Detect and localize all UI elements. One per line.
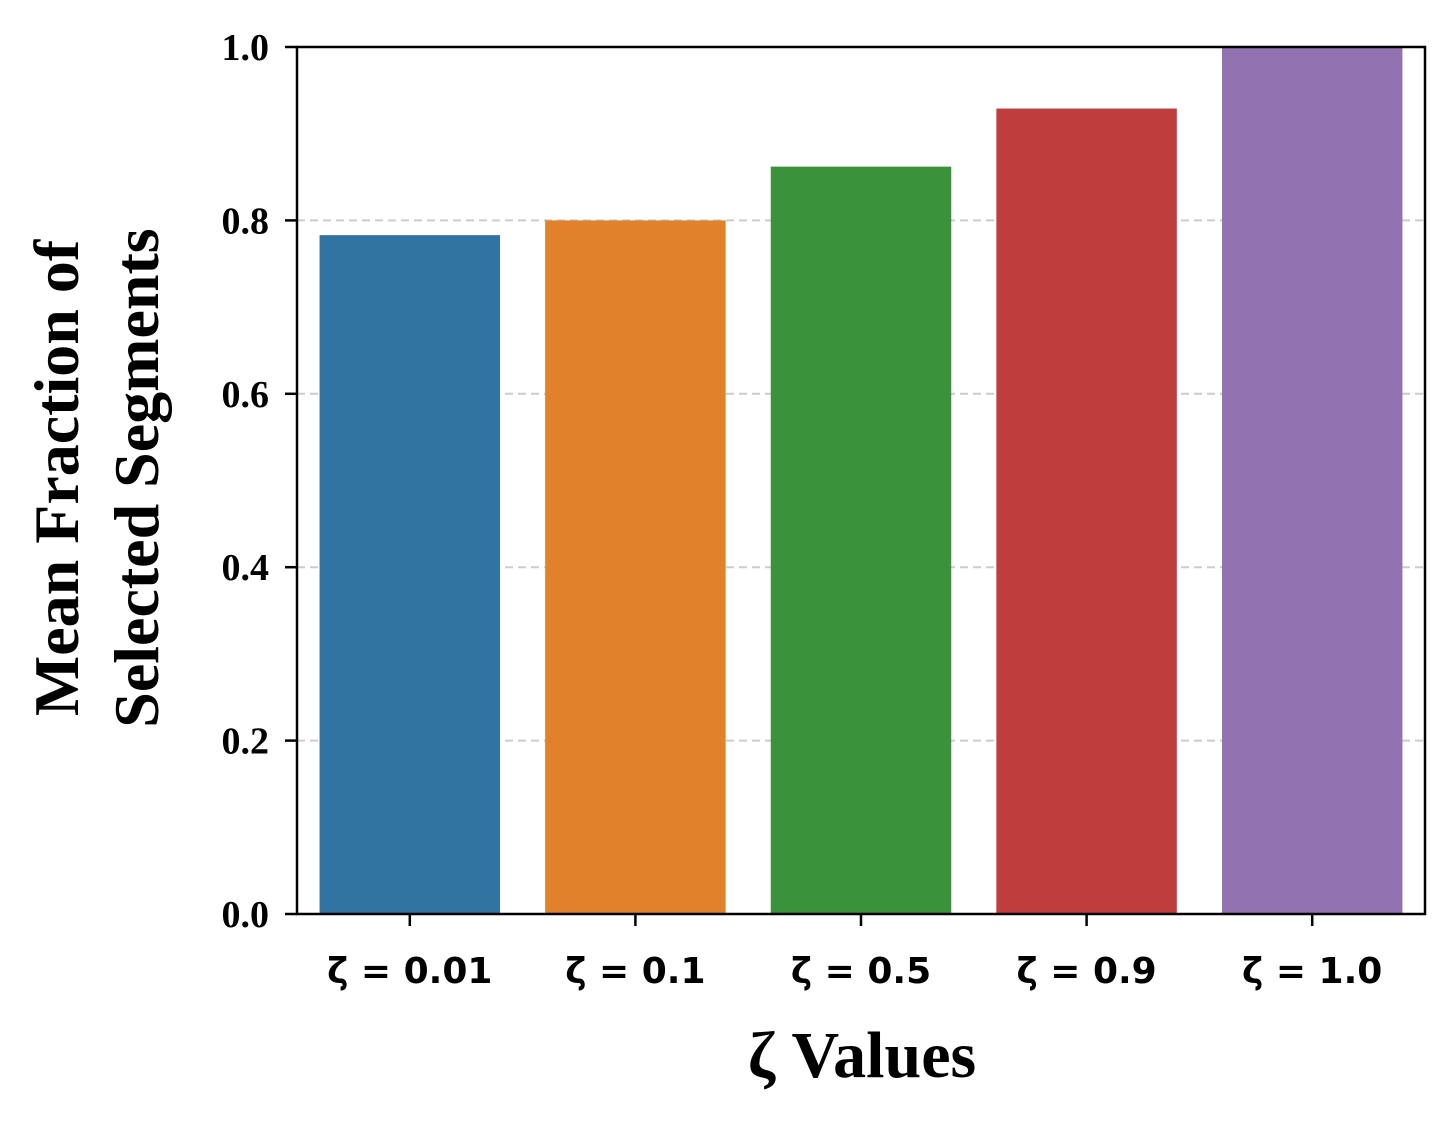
- y-axis-title-line-1: Mean Fraction of: [21, 239, 92, 716]
- bar: [545, 220, 726, 914]
- x-tick-label: ζ = 0.01: [327, 951, 492, 992]
- x-axis-title: ζ Values: [748, 1019, 976, 1092]
- x-tick-label: ζ = 0.1: [565, 951, 705, 992]
- y-tick-label: 1.0: [222, 27, 270, 69]
- y-axis-title-line-2: Selected Segments: [101, 228, 172, 727]
- y-axis-title: Mean Fraction of Selected Segments: [21, 228, 172, 727]
- bar: [770, 166, 952, 914]
- bar: [1221, 47, 1403, 914]
- y-tick-label: 0.4: [222, 547, 270, 589]
- y-tick-label: 0.6: [222, 374, 270, 416]
- x-tick-label: ζ = 0.9: [1016, 951, 1156, 992]
- x-tick-label: ζ = 1.0: [1242, 951, 1382, 992]
- y-axis-ticks: 0.0 0.2 0.4 0.6 0.8 1.0: [222, 27, 297, 936]
- bars: [319, 47, 1403, 914]
- y-tick-label: 0.8: [222, 200, 270, 242]
- bar: [996, 108, 1177, 914]
- y-tick-label: 0.2: [222, 721, 270, 763]
- y-tick-label: 0.0: [222, 894, 270, 936]
- x-tick-label: ζ = 0.5: [791, 951, 931, 992]
- bar: [319, 235, 501, 914]
- x-axis-ticks: ζ = 0.01 ζ = 0.1 ζ = 0.5 ζ = 0.9 ζ = 1.0: [327, 914, 1382, 992]
